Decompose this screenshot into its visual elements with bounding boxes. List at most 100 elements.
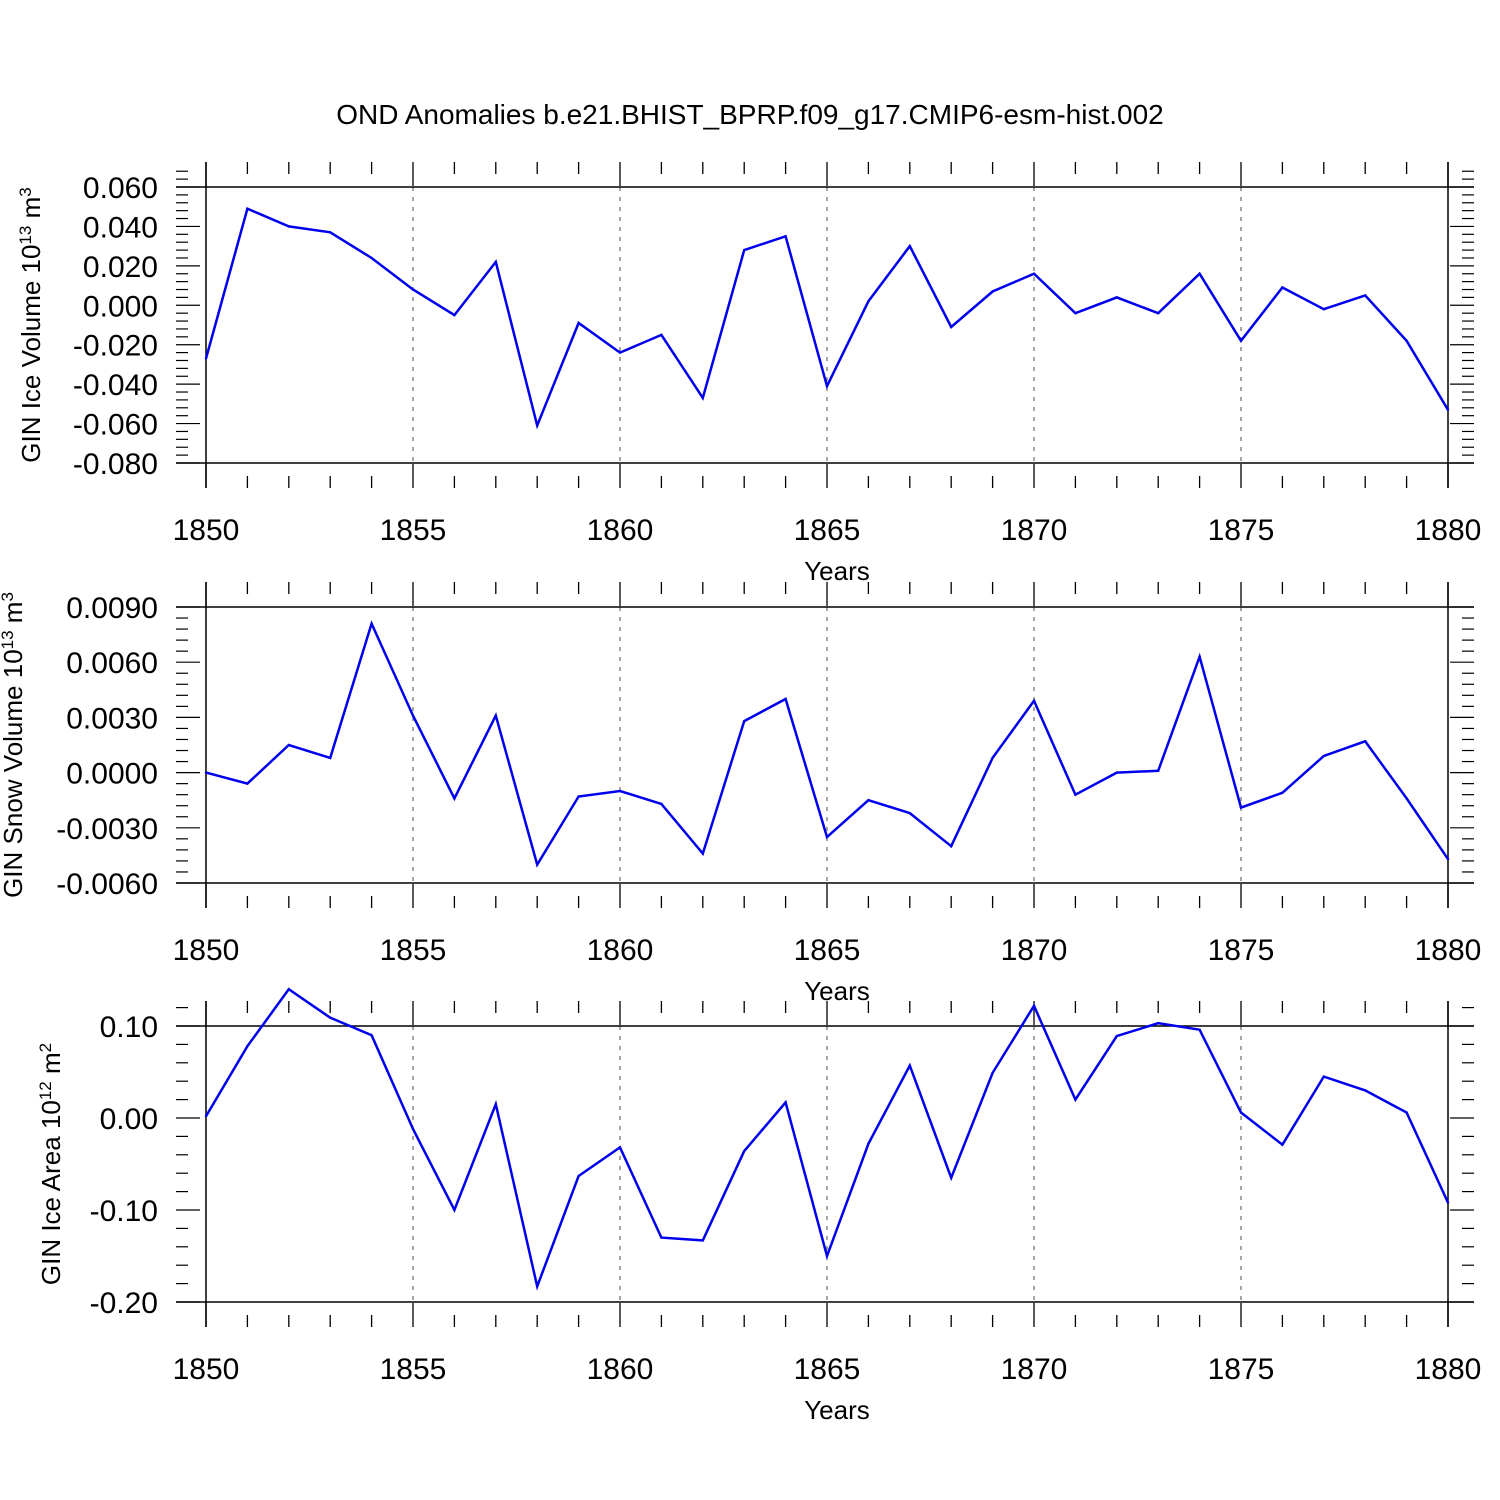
x-tick-label: 1850 [173,934,240,967]
y-axis-title-part: m [16,197,46,226]
data-point [1405,339,1408,342]
y-tick-label: 0.0000 [66,758,158,791]
y-tick-label: -0.10 [90,1195,158,1228]
data-point [411,1127,415,1131]
panel-1: 1850 1855 1860 1865 1870 1875 1880 0.060 0.040 0.… [16,162,1482,586]
y-tick-label: -0.020 [73,330,158,363]
data-point [701,396,704,400]
data-point [618,351,622,354]
y-tick-label: -0.060 [73,409,158,442]
x-tick-label: 1880 [1415,934,1482,967]
data-point [1074,1098,1077,1101]
data-point [453,1208,456,1212]
panel-2: 1850 1855 1860 1865 1870 1875 1880 0.0090 0.0060… [0,582,1481,1006]
panel-3: 1850 1855 1860 1865 1870 1875 1880 0.10 0.00 -0.1… [36,987,1482,1425]
data-point [1239,806,1243,809]
data-point [1364,740,1367,743]
data-point [743,719,746,723]
x-tick-label: 1875 [1208,1353,1275,1386]
x-tick-label: 1850 [173,514,240,547]
data-point [1281,791,1284,795]
data-point [329,756,332,760]
y-tick-label: -0.0030 [56,813,158,846]
data-point [618,1146,622,1149]
y-axis-title-part: GIN Ice Area 10 [36,1100,66,1285]
data-point [494,714,497,717]
data-point [1322,754,1326,758]
x-tick-label: 1865 [794,934,861,967]
x-tick-label: 1880 [1415,514,1482,547]
data-point [1198,655,1201,658]
y-axis-title: GIN Ice Volume 1013 m3 [16,187,47,463]
data-point [1446,1201,1450,1204]
x-tick-label: 1870 [1001,514,1068,547]
data-point [660,333,663,337]
data-point [1074,311,1077,315]
data-point [867,300,870,303]
y-tick-label: 0.0030 [66,702,158,735]
data-point [784,697,787,701]
data-point [1115,771,1119,774]
y-axis-title-part: m [0,602,28,631]
data-point [1198,1028,1201,1031]
x-tick-label: 1855 [380,1353,447,1386]
y-axis-title: GIN Ice Area 1012 m2 [36,1043,67,1285]
x-tick-label: 1880 [1415,1353,1482,1386]
x-tick-label: 1860 [587,514,654,547]
y-tick-label: 0.0060 [66,647,158,680]
data-point [784,1101,787,1104]
y-axis-title-part: m [36,1052,66,1081]
data-point [1405,797,1408,800]
data-point [536,863,539,866]
data-point [991,290,994,293]
data-point [1281,286,1284,289]
data-point [825,835,829,839]
data-point [246,207,249,210]
y-tick-label: 0.000 [83,290,158,323]
data-point [204,1114,208,1118]
x-tick-label: 1855 [380,934,447,967]
data-point [1032,699,1036,703]
data-point [743,248,746,252]
chart-title: OND Anomalies b.e21.BHIST_BPRP.f09_g17.C… [336,99,1163,130]
data-point [1322,308,1326,311]
y-tick-label: 0.10 [100,1011,158,1044]
x-axis-title: Years [804,556,870,586]
data-point [1032,272,1036,275]
data-point [494,1103,497,1106]
data-point [1364,1089,1367,1092]
data-point [867,799,870,802]
y-tick-label: -0.080 [73,448,158,481]
x-axis-title: Years [804,1395,870,1425]
data-point [1032,1004,1036,1007]
data-point [991,1071,994,1075]
x-tick-label: 1860 [587,1353,654,1386]
x-tick-label: 1855 [380,514,447,547]
data-point [246,782,249,785]
data-point [577,795,580,798]
data-point [950,1176,953,1180]
data-point [618,789,622,793]
y-tick-label: 0.020 [83,251,158,284]
y-axis-title-part: GIN Ice Volume 10 [16,245,46,463]
data-point [1446,408,1450,411]
data-point [950,325,953,329]
data-point [453,797,456,800]
data-point [701,852,704,855]
data-point [370,622,373,625]
data-point [411,714,415,717]
x-tick-label: 1865 [794,1353,861,1386]
x-tick-label: 1870 [1001,934,1068,967]
data-point [370,256,373,260]
data-point [1115,1034,1119,1038]
chart-panels: 1850 1855 1860 1865 1870 1875 1880 0.060 0.040 0.… [0,162,1481,1425]
data-point [825,384,829,388]
data-point [660,802,663,806]
y-axis-title: GIN Snow Volume 1013 m3 [0,592,28,898]
x-axis-title: Years [804,976,870,1006]
data-point [287,225,290,228]
data-point [950,845,953,848]
y-tick-label: 0.040 [83,211,158,244]
data-point [577,321,580,325]
x-tick-label: 1865 [794,514,861,547]
